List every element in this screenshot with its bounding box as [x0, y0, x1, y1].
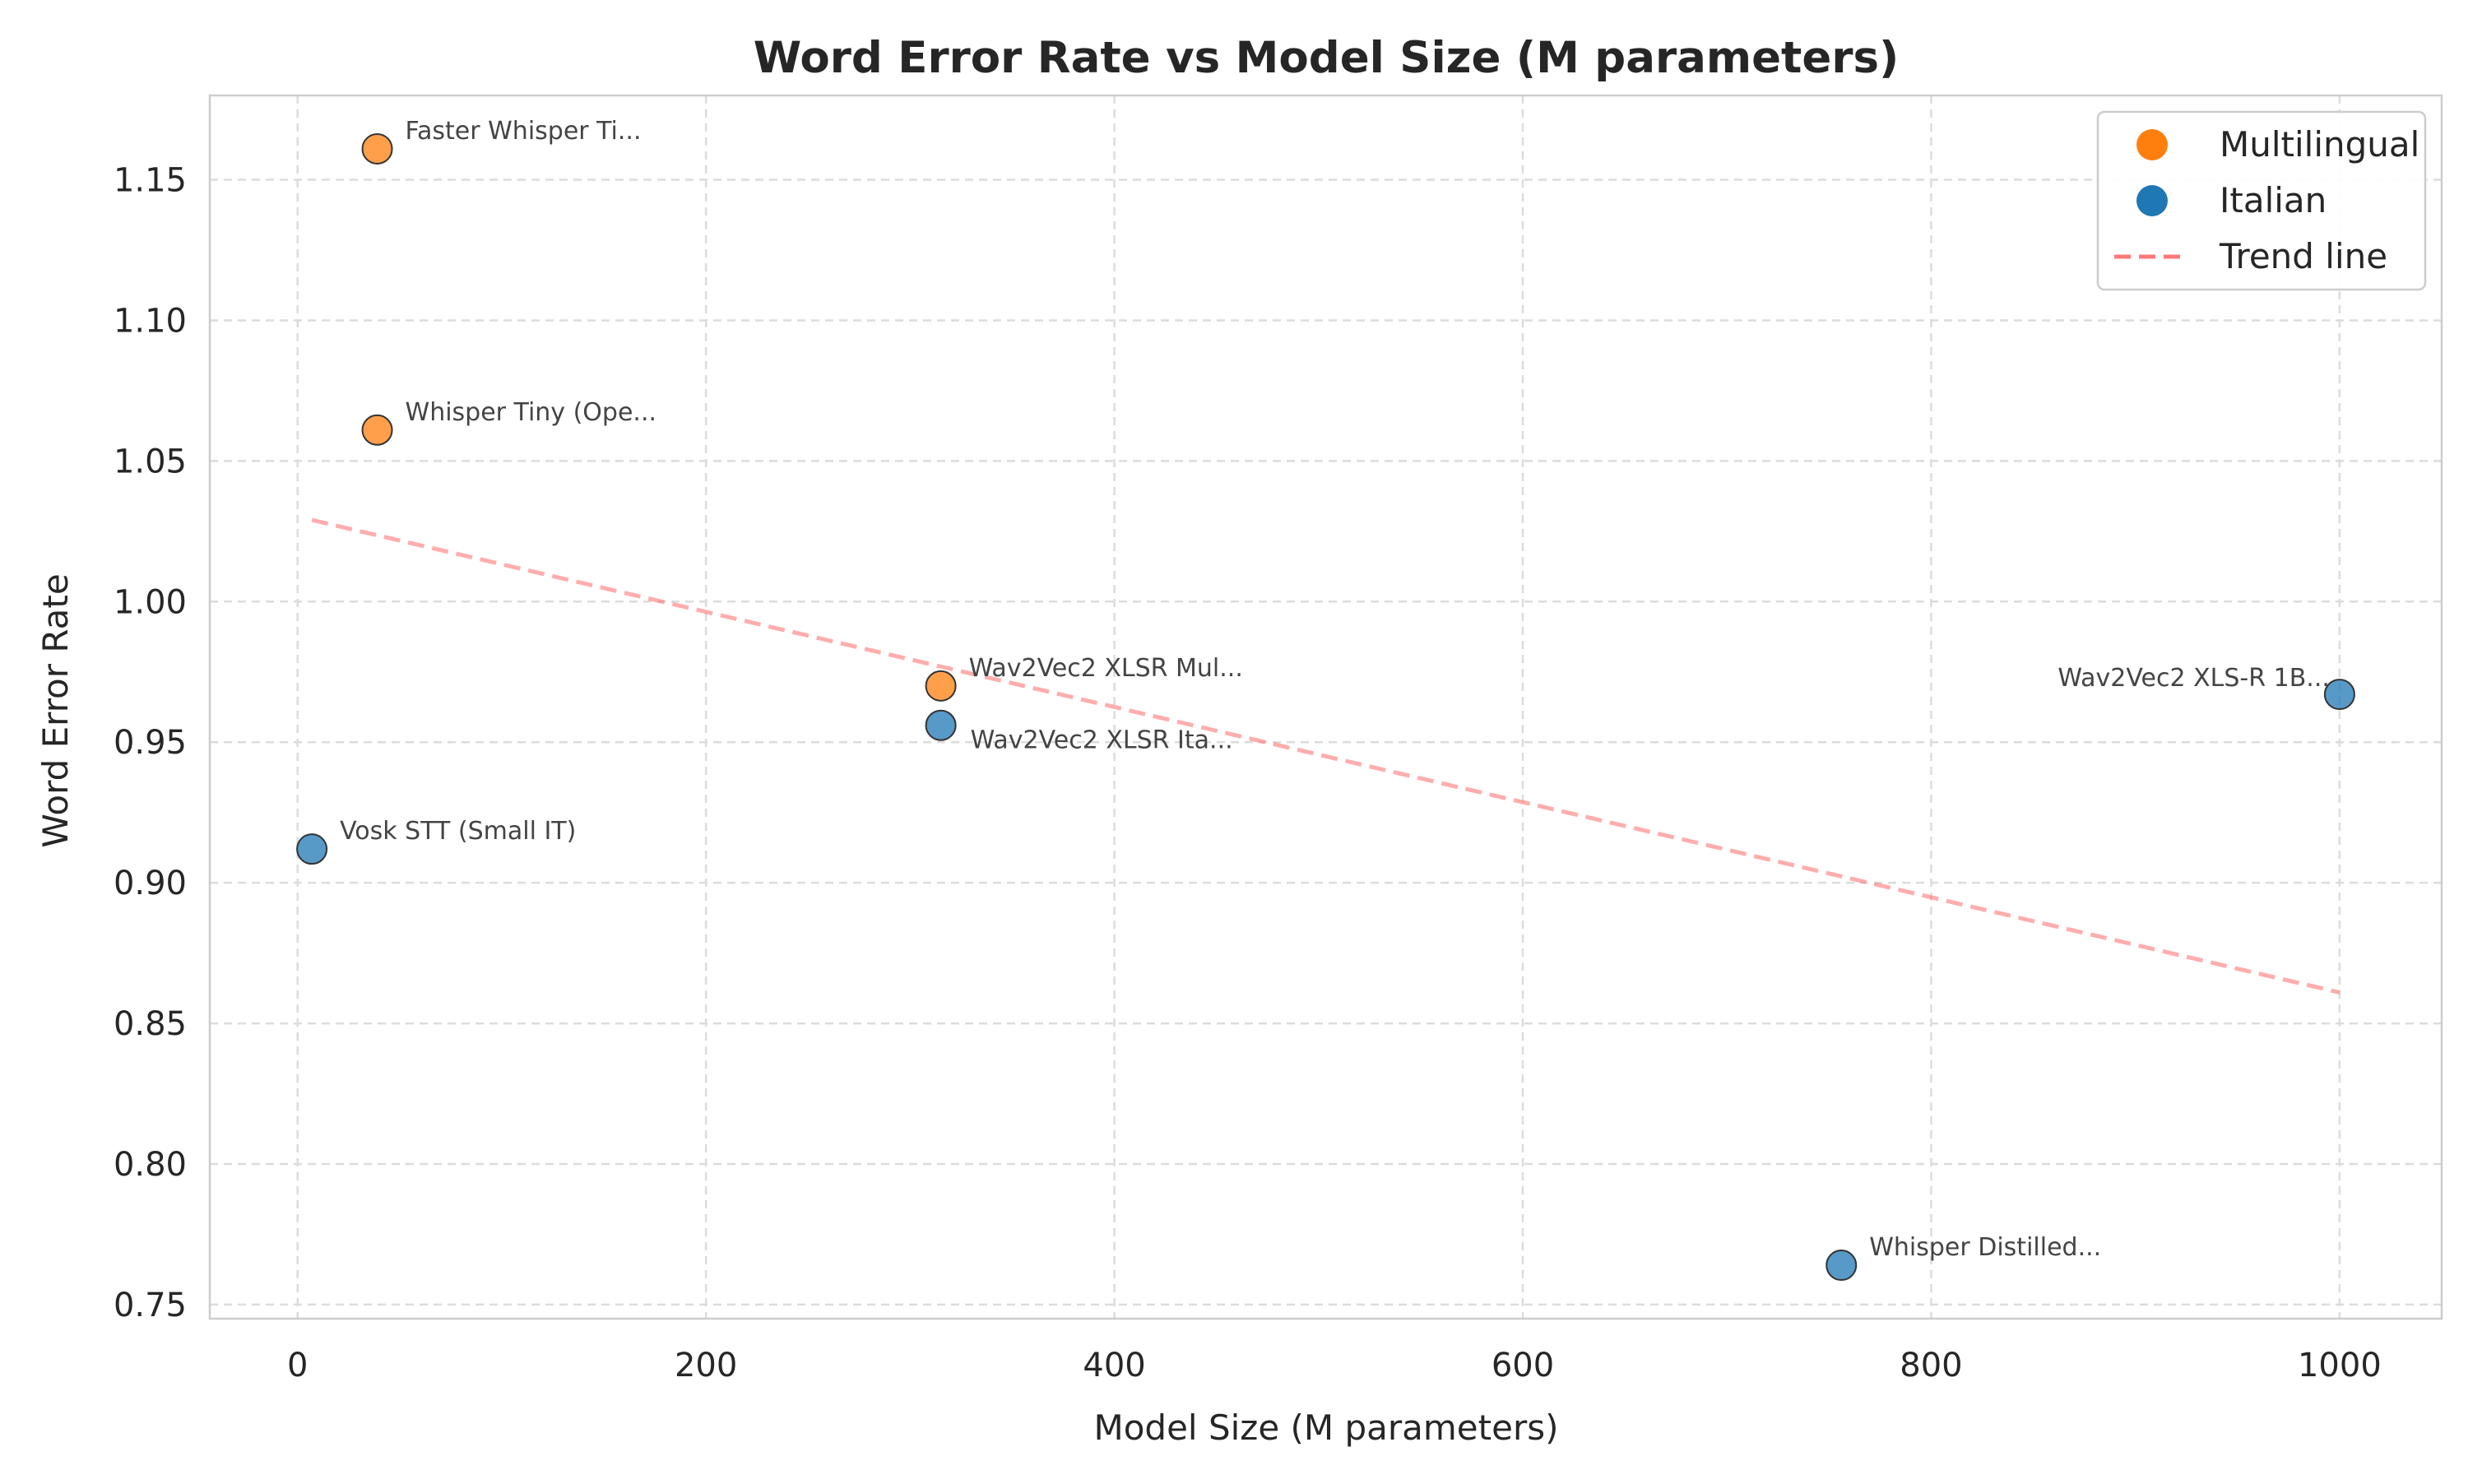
legend-marker: [2136, 185, 2168, 216]
data-point: [296, 833, 328, 865]
grid: [210, 95, 2442, 1319]
x-tick-label: 200: [675, 1347, 737, 1384]
y-tick-label: 0.95: [114, 724, 187, 762]
legend-marker: [2136, 129, 2168, 160]
y-axis-label: Word Error Rate: [35, 573, 76, 847]
chart-title: Word Error Rate vs Model Size (M paramet…: [754, 33, 1899, 83]
x-tick-label: 400: [1083, 1347, 1145, 1384]
y-tick-label: 0.75: [114, 1287, 187, 1324]
point-label: Wav2Vec2 XLSR Ita...: [971, 726, 1233, 755]
plot-area-frame: [208, 94, 2443, 1320]
point-label: Faster Whisper Ti...: [406, 117, 642, 146]
legend-label: Multilingual: [2220, 124, 2419, 165]
y-tick-label: 0.80: [114, 1146, 187, 1184]
x-tick-label: 1000: [2298, 1347, 2382, 1384]
y-tick-label: 0.90: [114, 865, 187, 902]
trend-line: [311, 517, 2340, 995]
legend-label: Trend line: [2219, 236, 2387, 276]
trend-layer: [311, 517, 2340, 995]
data-point: [2323, 679, 2355, 711]
point-label: Wav2Vec2 XLSR Mul...: [969, 654, 1243, 683]
y-tick-label: 1.00: [114, 583, 187, 621]
x-tick-label: 600: [1491, 1347, 1554, 1384]
data-point: [925, 670, 957, 702]
y-tick-label: 1.05: [114, 443, 187, 480]
points-layer: Faster Whisper Ti... Whisper Tiny (Ope...…: [296, 117, 2355, 1282]
data-point: [361, 132, 393, 165]
point-label: Vosk STT (Small IT): [340, 817, 576, 846]
x-tick-label: 800: [1900, 1347, 1962, 1384]
legend-box: [2096, 110, 2427, 291]
point-label: Whisper Distilled...: [1869, 1233, 2101, 1262]
legend: Multilingual Italian Trend line: [2096, 110, 2427, 291]
data-point: [1825, 1250, 1858, 1282]
axis-ticks: 0 200 400 600 800 1000 0.75 0.80 0.85 0.90 0.95 1.0…: [114, 162, 2382, 1384]
point-label: Wav2Vec2 XLS-R 1B...: [2057, 664, 2330, 693]
y-tick-label: 1.10: [114, 302, 187, 340]
x-tick-label: 0: [287, 1347, 308, 1384]
data-point: [361, 414, 393, 446]
point-label: Whisper Tiny (Ope...: [406, 398, 656, 427]
y-tick-label: 1.15: [114, 162, 187, 200]
legend-label: Italian: [2220, 180, 2327, 220]
y-tick-label: 0.85: [114, 1005, 187, 1043]
x-axis-label: Model Size (M parameters): [1094, 1407, 1559, 1448]
data-point: [925, 709, 957, 741]
